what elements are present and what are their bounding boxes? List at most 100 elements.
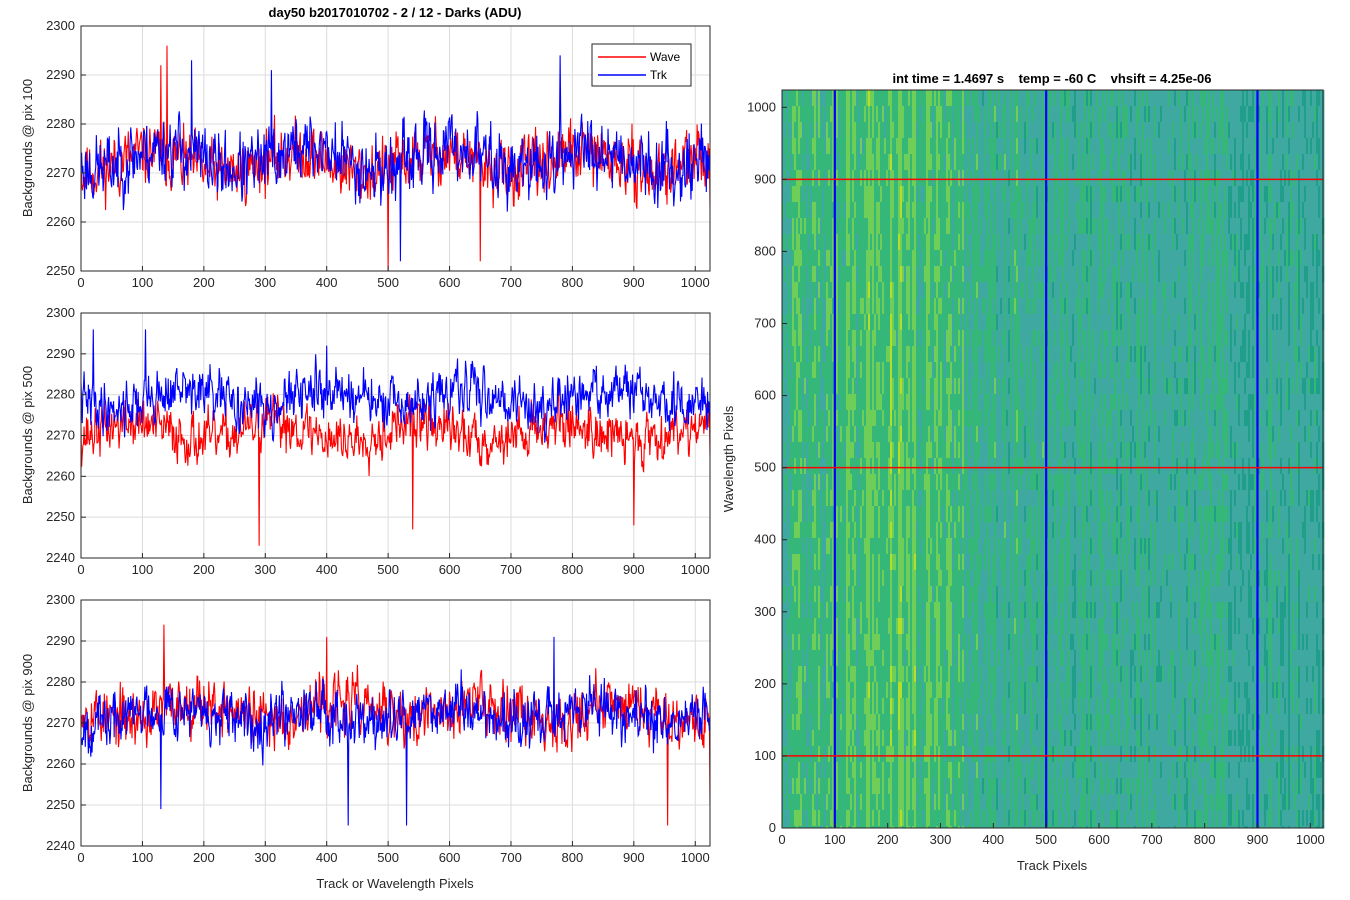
heatmap-cell — [932, 186, 935, 203]
heatmap-cell — [808, 186, 811, 203]
heatmap-cell — [788, 282, 791, 299]
heatmap-cell — [830, 282, 833, 299]
heatmap-cell — [866, 138, 869, 155]
heatmap-cell — [938, 746, 941, 763]
heatmap-cell — [802, 186, 805, 203]
heatmap-cell — [888, 730, 891, 747]
heatmap-cell — [868, 538, 871, 555]
heatmap-cell — [826, 90, 829, 107]
heatmap-cell — [942, 602, 945, 619]
heatmap-cell — [826, 666, 829, 683]
heatmap-cell — [810, 202, 813, 219]
heatmap-cell — [798, 650, 801, 667]
heatmap-cell — [936, 202, 939, 219]
heatmap-cell — [858, 154, 861, 171]
heatmap-cell — [894, 714, 897, 731]
heatmap-cell — [916, 314, 919, 331]
heatmap-cell — [970, 330, 973, 347]
heatmap-cell — [920, 362, 923, 379]
heatmap-cell — [920, 122, 923, 139]
heatmap-cell — [842, 106, 845, 123]
heatmap-cell — [958, 490, 961, 507]
heatmap-cell — [920, 474, 923, 491]
heatmap-cell — [870, 746, 873, 763]
heatmap-cell — [878, 170, 881, 187]
heatmap-cell — [924, 698, 927, 715]
heatmap-cell — [866, 762, 869, 779]
heatmap-cell — [940, 794, 943, 811]
heatmap-cell — [914, 698, 917, 715]
heatmap-cell — [966, 762, 969, 779]
heatmap-cell — [860, 234, 863, 251]
heatmap-cell — [898, 826, 901, 829]
heatmap-cell — [838, 682, 841, 699]
heatmap-cell — [832, 250, 835, 267]
heatmap-cell — [794, 586, 797, 603]
heatmap-cell — [922, 106, 925, 123]
heatmap-cell — [976, 778, 979, 795]
heatmap-cell — [876, 314, 879, 331]
heatmap-cell — [948, 106, 951, 123]
heatmap-cell — [794, 234, 797, 251]
heatmap-cell — [950, 186, 953, 203]
heatmap-cell — [820, 122, 823, 139]
heatmap-cell — [852, 106, 855, 123]
heatmap-cell — [958, 714, 961, 731]
heatmap-cell — [922, 730, 925, 747]
heatmap-cell — [898, 634, 901, 651]
heatmap-cell — [860, 410, 863, 427]
heatmap-cell — [874, 106, 877, 123]
heatmap-cell — [940, 682, 943, 699]
heatmap-cell — [902, 826, 905, 829]
heatmap-cell — [934, 474, 937, 491]
heatmap-cell — [848, 410, 851, 427]
heatmap-cell — [960, 714, 963, 731]
heatmap-cell — [876, 186, 879, 203]
heatmap-cell — [950, 554, 953, 571]
heatmap-cell — [888, 426, 891, 443]
heatmap-cell — [796, 218, 799, 235]
heatmap-cell — [960, 426, 963, 443]
heatmap-cell — [884, 426, 887, 443]
heatmap-cell — [870, 666, 873, 683]
heatmap-cell — [876, 746, 879, 763]
heatmap-cell — [980, 250, 983, 267]
heatmap-cell — [782, 330, 785, 347]
heatmap-cell — [808, 330, 811, 347]
heatmap-cell — [958, 442, 961, 459]
heatmap-cell — [792, 90, 795, 107]
y-tick-label: 2240 — [46, 550, 75, 565]
heatmap-cell — [946, 522, 949, 539]
heatmap-cell — [900, 698, 903, 715]
heatmap-cell — [864, 330, 867, 347]
heatmap-cell — [978, 362, 981, 379]
heatmap-cell — [982, 666, 985, 683]
heatmap-cell — [840, 810, 843, 827]
heatmap-cell — [820, 458, 823, 475]
heatmap-cell — [954, 202, 957, 219]
heatmap-cell — [826, 490, 829, 507]
heatmap-cell — [922, 218, 925, 235]
heatmap-cell — [906, 650, 909, 667]
heatmap-cell — [856, 122, 859, 139]
heatmap-cell — [830, 234, 833, 251]
heatmap-cell — [842, 122, 845, 139]
heatmap-cell — [948, 314, 951, 331]
heatmap-cell — [922, 330, 925, 347]
heatmap-cell — [792, 362, 795, 379]
heatmap-cell — [872, 474, 875, 491]
heatmap-cell — [806, 266, 809, 283]
heatmap-cell — [954, 170, 957, 187]
heatmap-cell — [878, 762, 881, 779]
heatmap-cell — [814, 714, 817, 731]
heatmap-cell — [830, 730, 833, 747]
heatmap-cell — [808, 682, 811, 699]
heatmap-cell — [790, 346, 793, 363]
heatmap-cell — [788, 826, 791, 829]
heatmap-cell — [798, 538, 801, 555]
heatmap-cell — [924, 330, 927, 347]
heatmap-cell — [842, 314, 845, 331]
heatmap-cell — [884, 298, 887, 315]
heatmap-cell — [836, 234, 839, 251]
heatmap-cell — [938, 202, 941, 219]
